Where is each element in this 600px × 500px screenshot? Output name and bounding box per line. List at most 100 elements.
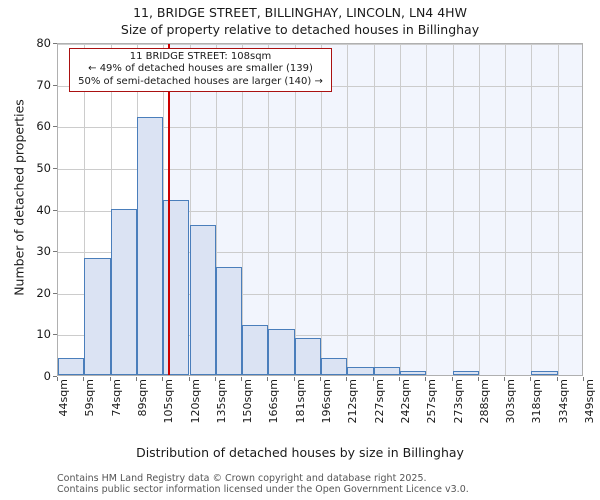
gridline-vertical	[215, 44, 217, 375]
histogram-bar	[268, 329, 295, 375]
y-axis-tick-mark	[53, 43, 57, 44]
x-axis-tick-mark	[346, 377, 348, 381]
y-axis-tick-mark	[53, 209, 57, 211]
x-axis-tick-label: 74sqm	[109, 379, 123, 417]
y-axis-tick-mark	[53, 84, 57, 86]
x-axis-tick-label: 303sqm	[504, 379, 518, 424]
gridline-vertical	[268, 44, 270, 375]
page-subtitle: Size of property relative to detached ho…	[120, 22, 480, 37]
gridline-horizontal	[58, 44, 582, 45]
gridline-vertical	[189, 44, 191, 375]
x-axis-tick-label: 288sqm	[477, 379, 491, 424]
gridline-horizontal	[58, 127, 582, 129]
y-axis-tick-label: 40	[36, 202, 51, 217]
x-axis-tick-label: 273sqm	[451, 379, 465, 424]
y-axis-tick-label: 0	[43, 369, 51, 383]
x-axis-tick-label: 242sqm	[398, 379, 412, 424]
histogram-bar	[399, 370, 427, 375]
x-axis-tick-label: 135sqm	[214, 379, 228, 424]
x-axis-tick-mark	[57, 377, 58, 381]
histogram-bar	[294, 337, 321, 375]
x-axis-tick-mark	[135, 377, 137, 381]
x-axis-tick-label: 334sqm	[556, 379, 570, 424]
x-axis-tick-label: 227sqm	[372, 379, 386, 424]
annotation-line-2: ← 49% of detached houses are smaller (13…	[88, 63, 313, 75]
x-axis-tick-label: 89sqm	[135, 379, 149, 417]
x-axis-tick-mark	[320, 377, 321, 381]
histogram-bar	[531, 370, 558, 375]
x-axis-tick-label: 257sqm	[425, 379, 439, 424]
gridline-vertical	[452, 44, 454, 375]
gridline-vertical	[84, 44, 86, 375]
histogram-bar	[163, 200, 190, 375]
gridline-horizontal	[58, 168, 582, 170]
x-axis-tick-mark	[267, 377, 269, 381]
gridline-vertical	[478, 44, 480, 375]
y-axis-tick-mark	[53, 126, 57, 128]
gridline-vertical	[294, 44, 296, 375]
x-axis-tick-label: 349sqm	[583, 379, 596, 424]
x-axis-tick-mark	[556, 377, 558, 381]
x-axis-tick-label: 59sqm	[83, 379, 97, 417]
annotation-line-3: 50% of semi-detached houses are larger (…	[78, 75, 323, 87]
histogram-bar	[242, 325, 269, 375]
histogram-bar	[452, 370, 479, 375]
x-axis-tick-label: 181sqm	[293, 379, 307, 424]
x-axis-tick-label: 196sqm	[320, 379, 333, 424]
x-axis-tick-mark	[530, 377, 532, 381]
x-axis-tick-mark	[398, 377, 400, 381]
x-axis-tick-mark	[451, 377, 453, 381]
x-axis-tick-mark	[162, 377, 164, 381]
histogram-bar	[189, 225, 216, 375]
gridline-vertical	[505, 44, 507, 375]
x-axis-tick-mark	[504, 377, 506, 381]
y-axis-tick-label: 20	[36, 285, 51, 300]
gridline-horizontal	[58, 252, 582, 254]
gridline-vertical	[557, 44, 559, 375]
gridline-vertical	[373, 44, 375, 375]
y-axis-tick-label: 60	[36, 119, 51, 134]
attribution-footer: Contains HM Land Registry data © Crown c…	[57, 473, 469, 495]
histogram-bar	[347, 366, 374, 375]
property-annotation-box: 11 BRIDGE STREET: 108sqm ← 49% of detach…	[69, 48, 332, 92]
x-axis-tick-mark	[425, 377, 427, 381]
x-axis-tick-mark	[188, 377, 190, 381]
gridline-vertical	[426, 44, 428, 375]
histogram-bar	[215, 266, 243, 375]
y-axis-tick-label: 50	[36, 160, 51, 175]
y-axis-tick-label: 80	[36, 36, 51, 50]
plot-area	[57, 43, 583, 376]
histogram-bar	[321, 358, 348, 375]
x-axis-tick-mark	[83, 377, 85, 381]
annotation-line-1: 11 BRIDGE STREET: 108sqm	[129, 51, 272, 62]
y-axis-label: Number of detached properties	[11, 99, 27, 296]
y-axis-tick-mark	[53, 376, 57, 377]
gridline-vertical	[242, 44, 244, 375]
gridline-horizontal	[58, 335, 582, 337]
histogram-bar	[373, 366, 400, 375]
x-axis-tick-label: 166sqm	[267, 379, 281, 424]
histogram-bar	[58, 358, 85, 375]
page-title: 11, BRIDGE STREET, BILLINGHAY, LINCOLN, …	[133, 5, 467, 20]
x-axis-tick-mark	[214, 377, 216, 381]
x-axis-tick-mark	[583, 377, 584, 381]
x-axis-tick-mark	[477, 377, 479, 381]
histogram-bar	[110, 208, 137, 375]
gridline-vertical	[321, 44, 322, 375]
x-axis-tick-label: 150sqm	[241, 379, 255, 424]
gridline-vertical	[347, 44, 349, 375]
x-axis-tick-mark	[293, 377, 295, 381]
y-axis-tick-mark	[53, 167, 57, 169]
gridline-vertical	[531, 44, 533, 375]
y-axis-tick-label: 10	[36, 327, 51, 342]
x-axis-tick-mark	[109, 377, 111, 381]
y-axis-tick-mark	[53, 251, 57, 253]
x-axis-tick-label: 120sqm	[188, 379, 202, 424]
x-axis-label: Distribution of detached houses by size …	[136, 445, 464, 460]
footer-line-2: Contains public sector information licen…	[57, 484, 469, 495]
gridline-vertical	[399, 44, 401, 375]
histogram-bar	[136, 116, 164, 375]
x-axis-tick-label: 212sqm	[346, 379, 360, 424]
y-axis-tick-mark	[53, 334, 57, 336]
